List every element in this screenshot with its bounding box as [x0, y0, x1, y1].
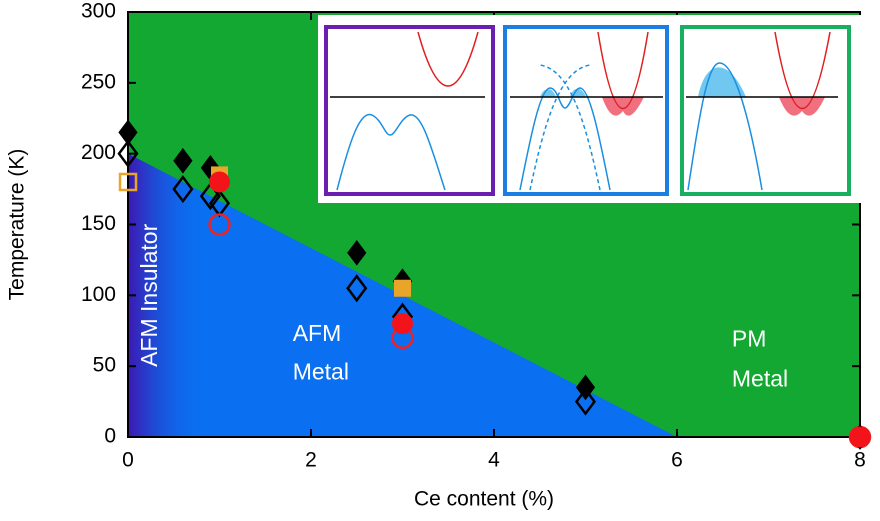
square-marker — [118, 172, 138, 192]
panel-pm-metal — [680, 25, 851, 196]
x-tick-label: 2 — [305, 449, 317, 472]
diamond-marker — [117, 139, 139, 168]
x-tick-label: 0 — [122, 449, 134, 472]
panel-insulator — [324, 25, 495, 196]
y-tick-label: 200 — [81, 141, 116, 164]
y-tick-label: 300 — [81, 0, 116, 23]
valence-band — [687, 62, 763, 191]
valence-band — [519, 87, 611, 191]
conduction-band — [417, 31, 479, 87]
folded-band — [529, 64, 601, 191]
diamond-marker — [173, 147, 193, 174]
region-label: Metal — [732, 365, 788, 391]
diamond-marker — [118, 119, 138, 146]
y-tick-label: 250 — [81, 70, 116, 93]
region-label: Metal — [293, 358, 349, 384]
y-tick-label: 150 — [81, 212, 116, 235]
y-tick-label: 50 — [93, 354, 116, 377]
circle-marker — [209, 171, 230, 193]
electron-pocket — [602, 97, 644, 116]
x-tick-label: 4 — [488, 449, 500, 472]
valence-band — [336, 113, 446, 191]
conduction-band — [774, 31, 831, 110]
electron-pocket — [779, 97, 825, 116]
circle-marker — [392, 313, 413, 335]
y-tick-label: 0 — [104, 425, 116, 448]
diamond-marker — [199, 182, 221, 211]
panel-afm-metal — [503, 25, 669, 196]
diamond-marker — [575, 374, 596, 401]
region-label: AFM — [293, 320, 342, 346]
circle-marker — [208, 213, 231, 236]
x-tick-label: 6 — [671, 449, 683, 472]
inset-background — [318, 15, 862, 203]
diamond-marker — [346, 274, 368, 303]
circle-marker — [849, 426, 871, 448]
band-inset — [318, 15, 862, 203]
region-label: PM — [732, 326, 767, 352]
region-label: AFM Insulator — [136, 223, 162, 366]
x-axis-label: Ce content (%) — [414, 488, 554, 511]
insulator-gradient — [128, 153, 677, 437]
x-tick-label: 8 — [854, 449, 866, 472]
y-tick-label: 100 — [81, 283, 116, 306]
diamond-marker — [172, 174, 194, 204]
diamond-marker — [347, 239, 367, 266]
conduction-band — [597, 31, 649, 109]
square-marker — [394, 279, 411, 297]
y-axis-label: Temperature (K) — [6, 149, 29, 301]
diamond-marker — [574, 387, 597, 416]
